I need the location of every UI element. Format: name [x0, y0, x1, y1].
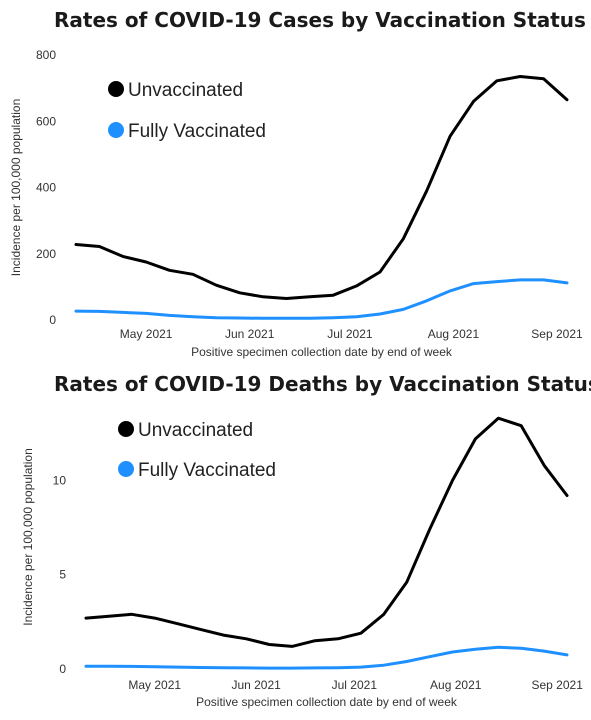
x-tick-label: Jul 2021	[332, 678, 378, 692]
legend-marker-fully-vaccinated	[108, 122, 124, 138]
x-tick-label: Aug 2021	[428, 327, 480, 341]
y-tick-label: 0	[59, 662, 66, 676]
y-tick-label: 600	[36, 114, 56, 128]
cases-chart-title: Rates of COVID-19 Cases by Vaccination S…	[54, 8, 586, 32]
deaths-chart-panel: Rates of COVID-19 Deaths by Vaccination …	[0, 360, 591, 720]
y-axis-title: Incidence per 100,000 population	[21, 448, 35, 625]
x-axis-title: Positive specimen collection date by end…	[191, 345, 453, 359]
legend-label-unvaccinated: Unvaccinated	[128, 80, 243, 101]
x-tick-label: Aug 2021	[430, 678, 482, 692]
x-tick-label: Jul 2021	[327, 327, 373, 341]
x-tick-label: Sep 2021	[531, 678, 583, 692]
legend-marker-fully-vaccinated	[118, 461, 134, 477]
y-tick-label: 5	[59, 568, 66, 582]
legend-label-unvaccinated: Unvaccinated	[138, 420, 253, 441]
y-tick-label: 800	[36, 48, 56, 62]
y-tick-label: 0	[49, 313, 56, 327]
y-tick-label: 10	[53, 473, 67, 487]
x-axis-title: Positive specimen collection date by end…	[196, 695, 458, 709]
x-tick-label: May 2021	[120, 327, 173, 341]
cases-chart: 0 200 400 600 800 May 2021 Jun 2021 Jul 2021 Aug…	[9, 48, 583, 359]
series-line-unvaccinated	[74, 75, 569, 300]
series-line-unvaccinated	[84, 416, 569, 648]
cases-chart-panel: Rates of COVID-19 Cases by Vaccination S…	[9, 8, 586, 359]
legend-label-fully-vaccinated: Fully Vaccinated	[138, 460, 276, 481]
y-axis-title: Incidence per 100,000 population	[9, 99, 23, 276]
x-tick-label: Jun 2021	[231, 678, 281, 692]
x-tick-label: May 2021	[128, 678, 181, 692]
x-tick-label: Sep 2021	[531, 327, 583, 341]
series-line-fully-vaccinated	[84, 645, 569, 670]
legend-marker-unvaccinated	[108, 81, 124, 97]
deaths-chart: 0 5 10 May 2021 Jun 2021 Jul 2021 Aug 2021 Sep …	[21, 416, 583, 709]
legend-label-fully-vaccinated: Fully Vaccinated	[128, 121, 266, 142]
legend-marker-unvaccinated	[118, 421, 134, 437]
y-tick-label: 400	[36, 181, 56, 195]
deaths-chart-title: Rates of COVID-19 Deaths by Vaccination …	[54, 372, 591, 396]
y-tick-label: 200	[36, 247, 56, 261]
series-line-fully-vaccinated	[74, 278, 569, 320]
x-tick-label: Jun 2021	[225, 327, 275, 341]
